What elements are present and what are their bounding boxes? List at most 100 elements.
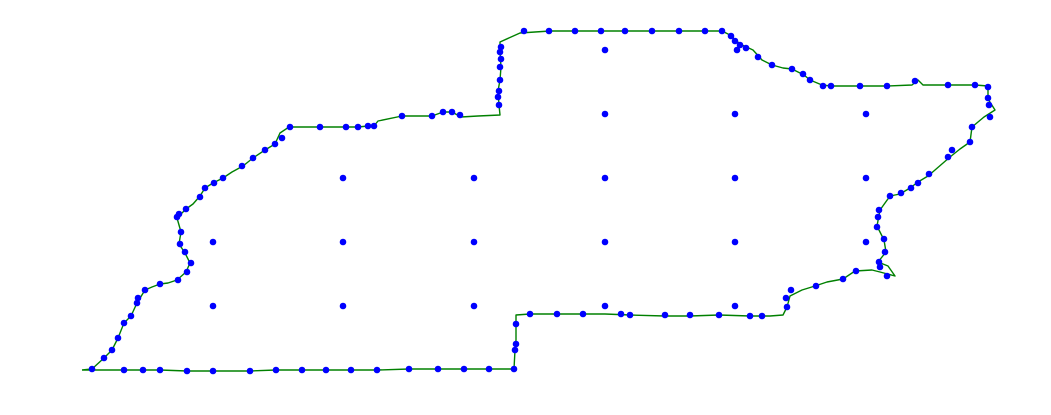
- interior-grid-point: [731, 238, 739, 246]
- boundary-vertex-point: [787, 286, 795, 294]
- boundary-vertex-point: [617, 310, 625, 318]
- boundary-vertex-point: [88, 365, 96, 373]
- interior-grid-point: [601, 238, 609, 246]
- boundary-vertex-point: [715, 311, 723, 319]
- boundary-vertex-point: [742, 44, 750, 52]
- boundary-vertex-point: [736, 41, 744, 49]
- boundary-vertex-point: [881, 248, 889, 256]
- interior-grid-point: [731, 174, 739, 182]
- boundary-vertex-point: [497, 43, 505, 51]
- boundary-vertex-point: [181, 248, 189, 256]
- boundary-vertex-point: [971, 81, 979, 89]
- boundary-vertex-point: [880, 235, 888, 243]
- boundary-vertex-point: [875, 206, 883, 214]
- boundary-vertex-point: [364, 122, 372, 130]
- boundary-vertex-point: [914, 179, 922, 187]
- boundary-vertex-point: [758, 312, 766, 320]
- boundary-vertex-point: [579, 310, 587, 318]
- boundary-vertex-point: [405, 365, 413, 373]
- boundary-vertex-point: [448, 108, 456, 116]
- boundary-vertex-point: [911, 77, 919, 85]
- boundary-vertex-point: [156, 366, 164, 374]
- boundary-vertex-point: [746, 312, 754, 320]
- boundary-vertex-point: [968, 123, 976, 131]
- boundary-vertex-point: [511, 346, 519, 354]
- boundary-vertex-point: [278, 134, 286, 142]
- interior-grid-point: [209, 302, 217, 310]
- boundary-vertex-point: [520, 27, 528, 35]
- boundary-vertex-point: [731, 37, 739, 45]
- boundary-vertex-point: [545, 27, 553, 35]
- boundary-vertex-point: [496, 63, 504, 71]
- boundary-vertex-point: [788, 65, 796, 73]
- boundary-vertex-point: [183, 367, 191, 375]
- boundary-vertex-point: [925, 170, 933, 178]
- interior-grid-point: [470, 302, 478, 310]
- boundary-vertex-point: [342, 123, 350, 131]
- boundary-vertex-point: [434, 365, 442, 373]
- boundary-vertex-point: [495, 87, 503, 95]
- boundary-vertex-point: [782, 294, 790, 302]
- boundary-vertex-point: [812, 282, 820, 290]
- boundary-vertex-point: [806, 76, 814, 84]
- boundary-vertex-point: [354, 123, 362, 131]
- boundary-vertex-point: [127, 312, 135, 320]
- boundary-vertex-point: [626, 311, 634, 319]
- boundary-vertex-point: [852, 267, 860, 275]
- interior-grid-point: [731, 110, 739, 118]
- boundary-vertex-point: [370, 122, 378, 130]
- boundary-vertex-point: [183, 268, 191, 276]
- boundary-vertex-point: [246, 367, 254, 375]
- interior-grid-point: [470, 238, 478, 246]
- boundary-vertex-point: [661, 311, 669, 319]
- boundary-vertex-point: [512, 320, 520, 328]
- interior-point-group: [209, 46, 870, 310]
- interior-grid-point: [470, 174, 478, 182]
- interior-grid-point: [862, 174, 870, 182]
- boundary-vertex-point: [238, 162, 246, 170]
- boundary-vertex-point: [733, 46, 741, 54]
- boundary-vertex-point: [496, 76, 504, 84]
- boundary-vertex-point: [219, 174, 227, 182]
- boundary-vertex-point: [249, 154, 257, 162]
- boundary-vertex-point: [621, 27, 629, 35]
- interior-grid-point: [862, 238, 870, 246]
- boundary-vertex-point: [398, 112, 406, 120]
- interior-grid-point: [209, 238, 217, 246]
- boundary-vertex-point: [196, 193, 204, 201]
- boundary-vertex-point: [819, 82, 827, 90]
- boundary-vertex-point: [701, 27, 709, 35]
- interior-grid-point: [339, 302, 347, 310]
- boundary-vertex-point: [141, 286, 149, 294]
- boundary-vertex-point: [754, 53, 762, 61]
- boundary-vertex-point: [876, 263, 884, 271]
- boundary-vertex-point: [648, 27, 656, 35]
- boundary-vertex-point: [201, 184, 209, 192]
- boundary-vertex-point: [675, 27, 683, 35]
- interior-grid-point: [339, 174, 347, 182]
- boundary-vertex-point: [984, 83, 992, 91]
- boundary-vertex-point: [187, 259, 195, 267]
- boundary-vertex-point: [133, 299, 141, 307]
- boundary-vertex-point: [768, 61, 776, 69]
- boundary-vertex-point: [856, 82, 864, 90]
- boundary-vertex-point: [731, 302, 739, 310]
- boundary-vertex-point: [497, 55, 505, 63]
- polygon-boundary: [81, 30, 996, 372]
- boundary-vertex-point: [174, 276, 182, 284]
- boundary-vertex-point: [597, 27, 605, 35]
- boundary-vertex-point: [799, 70, 807, 78]
- boundary-vertex-point: [886, 192, 894, 200]
- boundary-vertex-point: [948, 146, 956, 154]
- boundary-vertex-point: [985, 101, 993, 109]
- boundary-vertex-point: [495, 101, 503, 109]
- boundary-vertex-point: [176, 240, 184, 248]
- boundary-vertex-point: [897, 189, 905, 197]
- boundary-vertex-point: [944, 153, 952, 161]
- boundary-vertex-point: [494, 93, 502, 101]
- boundary-vertex-point: [373, 366, 381, 374]
- boundary-vertex-point: [907, 184, 915, 192]
- interior-grid-point: [601, 174, 609, 182]
- boundary-vertex-point: [874, 213, 882, 221]
